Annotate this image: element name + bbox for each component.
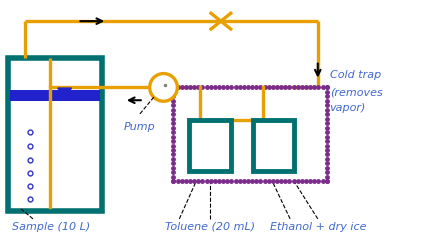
Text: Toluene (20 mL): Toluene (20 mL)	[165, 222, 255, 232]
Bar	[189, 120, 231, 171]
Text: Sample (10 L): Sample (10 L)	[12, 222, 90, 232]
Bar	[8, 58, 102, 211]
Text: (removes: (removes	[330, 87, 382, 97]
Text: Ethanol + dry ice: Ethanol + dry ice	[269, 222, 366, 232]
Bar	[253, 120, 294, 171]
Text: Cold trap: Cold trap	[330, 69, 381, 80]
Text: vapor): vapor)	[330, 103, 366, 113]
Polygon shape	[58, 88, 71, 96]
Bar	[10, 90, 100, 101]
Circle shape	[150, 74, 177, 101]
Text: Pump: Pump	[124, 122, 156, 132]
